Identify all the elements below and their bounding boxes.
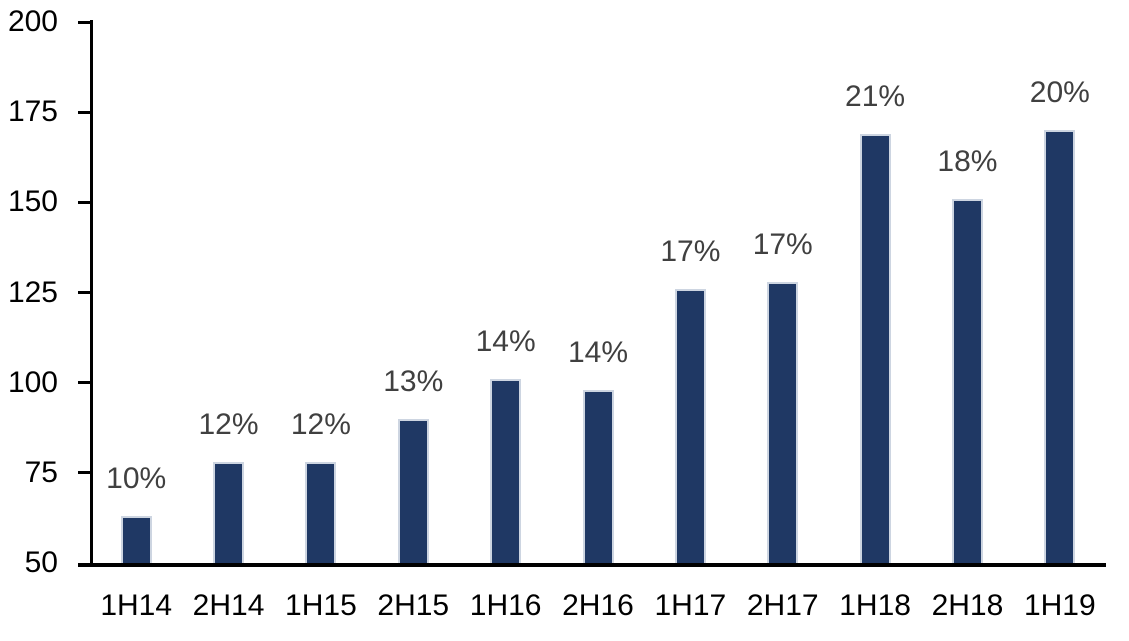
y-axis-tick-label: 175 bbox=[7, 95, 58, 129]
bar-2H17 bbox=[767, 281, 799, 563]
bar-data-label: 13% bbox=[383, 364, 444, 398]
bar-data-label: 14% bbox=[475, 325, 536, 359]
x-axis-tick-label: 1H14 bbox=[100, 589, 173, 622]
bar-2H14 bbox=[213, 462, 245, 563]
bar-data-label: 12% bbox=[198, 408, 259, 442]
y-axis-tick-label: 125 bbox=[7, 275, 58, 309]
y-axis-tick bbox=[78, 381, 90, 385]
bar-data-label: 17% bbox=[660, 234, 721, 268]
x-axis-line bbox=[78, 563, 1106, 567]
y-axis-tick-label: 150 bbox=[7, 185, 58, 219]
y-axis-tick bbox=[78, 20, 90, 24]
x-axis-tick-label: 1H17 bbox=[654, 589, 727, 622]
bar-1H18 bbox=[859, 133, 891, 563]
bar-2H18 bbox=[951, 198, 983, 563]
bar-data-label: 14% bbox=[567, 335, 629, 369]
x-axis-tick-label: 2H15 bbox=[377, 589, 450, 622]
x-axis-tick-label: 1H19 bbox=[1023, 589, 1096, 622]
bar-data-label: 17% bbox=[752, 227, 813, 261]
bar-1H19 bbox=[1044, 130, 1076, 563]
y-axis-tick-label: 100 bbox=[7, 365, 58, 399]
y-axis-tick-label: 50 bbox=[24, 546, 58, 579]
y-axis-tick bbox=[78, 110, 90, 114]
bar-data-label: 18% bbox=[937, 144, 998, 178]
x-axis-tick-label: 2H14 bbox=[192, 589, 265, 622]
x-axis-tick-label: 1H16 bbox=[469, 589, 542, 622]
x-axis-tick-label: 1H18 bbox=[839, 589, 911, 622]
y-axis-tick-label: 200 bbox=[7, 5, 58, 38]
bar-2H16 bbox=[582, 389, 614, 563]
y-axis-tick bbox=[78, 200, 90, 204]
bar-data-label: 20% bbox=[1029, 76, 1090, 110]
bar-1H14 bbox=[120, 516, 152, 563]
bar-1H16 bbox=[490, 379, 522, 563]
y-axis-tick bbox=[78, 291, 90, 294]
plot-area: 10% 12% 12% 13% 14% 14% 17% 17% 21% 18% 20% bbox=[90, 22, 1106, 563]
bar-data-label: 12% bbox=[290, 408, 351, 442]
x-axis-tick-label: 2H18 bbox=[931, 589, 1004, 622]
y-axis-tick bbox=[78, 471, 90, 475]
x-axis-tick-label: 1H15 bbox=[285, 589, 357, 622]
x-axis-tick-label: 2H16 bbox=[562, 589, 634, 622]
x-axis-tick-label: 2H17 bbox=[746, 589, 819, 622]
bar-1H15 bbox=[305, 462, 337, 563]
y-axis-line bbox=[90, 20, 93, 567]
y-axis-tick-label: 75 bbox=[24, 455, 58, 489]
bar-data-label: 10% bbox=[106, 462, 167, 496]
bar-data-label: 21% bbox=[845, 79, 906, 113]
bar-1H17 bbox=[674, 288, 706, 563]
bar-2H15 bbox=[397, 418, 429, 563]
